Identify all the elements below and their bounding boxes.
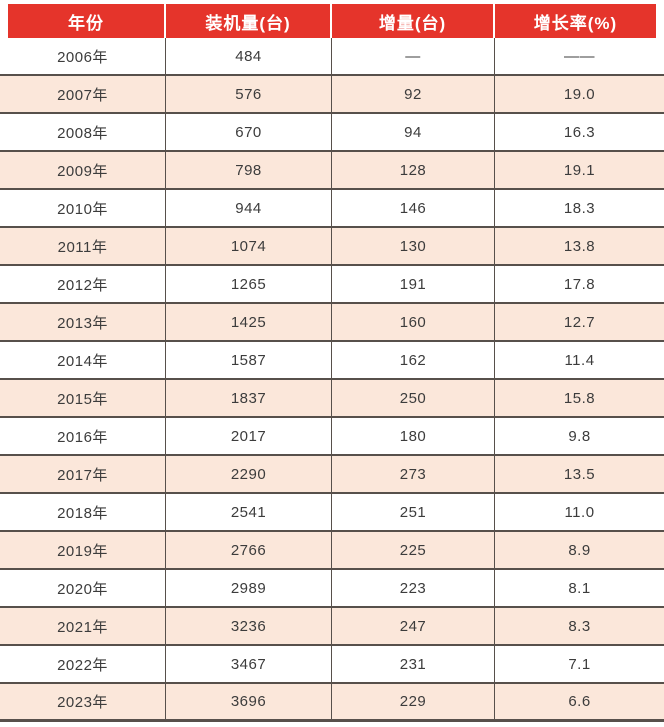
increment-cell: 229 <box>331 684 494 719</box>
growth-cell: 19.1 <box>494 152 664 188</box>
header-increment-units: 增量(台) <box>332 4 493 38</box>
growth-cell: 11.0 <box>494 494 664 530</box>
header-year: 年份 <box>8 4 164 38</box>
installed-cell: 3236 <box>165 608 331 644</box>
installed-cell: 2541 <box>165 494 331 530</box>
increment-cell: 180 <box>331 418 494 454</box>
table-row: 2006年 484 — —— <box>0 38 664 76</box>
table-row: 2008年 670 94 16.3 <box>0 114 664 152</box>
table-row: 2007年 576 92 19.0 <box>0 76 664 114</box>
growth-cell: 8.1 <box>494 570 664 606</box>
header-growth-rate: 增长率(%) <box>495 4 656 38</box>
year-cell: 2006年 <box>57 48 108 66</box>
growth-cell: 19.0 <box>494 76 664 112</box>
growth-cell: 11.4 <box>494 342 664 378</box>
year-cell: 2007年 <box>57 86 108 104</box>
increment-cell: 273 <box>331 456 494 492</box>
increment-cell: 250 <box>331 380 494 416</box>
table-header-row: 年份 装机量(台) 增量(台) 增长率(%) <box>8 4 656 38</box>
increment-cell: 191 <box>331 266 494 302</box>
table-row: 2022年 3467 231 7.1 <box>0 646 664 684</box>
increment-cell: 162 <box>331 342 494 378</box>
increment-cell: 130 <box>331 228 494 264</box>
increment-cell: — <box>331 38 494 74</box>
year-cell: 2011年 <box>57 238 108 256</box>
growth-cell: 18.3 <box>494 190 664 226</box>
table-body: 2006年 484 — —— 2007年 576 92 19.0 2008年 6… <box>0 38 664 722</box>
growth-cell: 13.8 <box>494 228 664 264</box>
increment-cell: 251 <box>331 494 494 530</box>
header-installed-units: 装机量(台) <box>166 4 330 38</box>
table-row: 2023年 3696 229 6.6 <box>0 684 664 722</box>
year-cell: 2020年 <box>57 580 108 598</box>
installed-cell: 1837 <box>165 380 331 416</box>
growth-cell: 7.1 <box>494 646 664 682</box>
year-cell: 2008年 <box>57 124 108 142</box>
increment-cell: 92 <box>331 76 494 112</box>
growth-cell: 13.5 <box>494 456 664 492</box>
table-row: 2020年 2989 223 8.1 <box>0 570 664 608</box>
installed-cell: 798 <box>165 152 331 188</box>
installed-cell: 1265 <box>165 266 331 302</box>
table-row: 2009年 798 128 19.1 <box>0 152 664 190</box>
year-cell: 2009年 <box>57 162 108 180</box>
growth-cell: 15.8 <box>494 380 664 416</box>
increment-cell: 128 <box>331 152 494 188</box>
table-row: 2012年 1265 191 17.8 <box>0 266 664 304</box>
installed-cell: 3467 <box>165 646 331 682</box>
year-cell: 2010年 <box>57 200 108 218</box>
growth-cell: 12.7 <box>494 304 664 340</box>
table-row: 2018年 2541 251 11.0 <box>0 494 664 532</box>
growth-cell: —— <box>494 38 664 74</box>
installed-cell: 670 <box>165 114 331 150</box>
year-cell: 2019年 <box>57 542 108 560</box>
year-cell: 2017年 <box>57 466 108 484</box>
table-row: 2021年 3236 247 8.3 <box>0 608 664 646</box>
installed-cell: 576 <box>165 76 331 112</box>
installed-cell: 2766 <box>165 532 331 568</box>
increment-cell: 146 <box>331 190 494 226</box>
table-row: 2011年 1074 130 13.8 <box>0 228 664 266</box>
year-cell: 2023年 <box>57 694 108 711</box>
increment-cell: 223 <box>331 570 494 606</box>
table-row: 2015年 1837 250 15.8 <box>0 380 664 418</box>
growth-cell: 9.8 <box>494 418 664 454</box>
installed-cell: 2989 <box>165 570 331 606</box>
installed-cell: 1587 <box>165 342 331 378</box>
year-cell: 2013年 <box>57 314 108 332</box>
growth-cell: 8.3 <box>494 608 664 644</box>
increment-cell: 247 <box>331 608 494 644</box>
year-cell: 2021年 <box>57 618 108 636</box>
installed-cell: 1425 <box>165 304 331 340</box>
year-cell: 2012年 <box>57 276 108 294</box>
growth-cell: 17.8 <box>494 266 664 302</box>
increment-cell: 160 <box>331 304 494 340</box>
year-cell: 2014年 <box>57 352 108 370</box>
installed-cell: 3696 <box>165 684 331 719</box>
growth-cell: 6.6 <box>494 684 664 719</box>
increment-cell: 231 <box>331 646 494 682</box>
table-row: 2013年 1425 160 12.7 <box>0 304 664 342</box>
table-row: 2010年 944 146 18.3 <box>0 190 664 228</box>
installed-cell: 2017 <box>165 418 331 454</box>
installed-cell: 484 <box>165 38 331 74</box>
growth-cell: 16.3 <box>494 114 664 150</box>
table-row: 2016年 2017 180 9.8 <box>0 418 664 456</box>
installed-cell: 2290 <box>165 456 331 492</box>
year-cell: 2015年 <box>57 390 108 408</box>
installed-cell: 1074 <box>165 228 331 264</box>
table-row: 2017年 2290 273 13.5 <box>0 456 664 494</box>
table-row: 2014年 1587 162 11.4 <box>0 342 664 380</box>
installed-cell: 944 <box>165 190 331 226</box>
growth-cell: 8.9 <box>494 532 664 568</box>
year-cell: 2018年 <box>57 504 108 522</box>
year-cell: 2016年 <box>57 428 108 446</box>
increment-cell: 225 <box>331 532 494 568</box>
increment-cell: 94 <box>331 114 494 150</box>
table-row: 2019年 2766 225 8.9 <box>0 532 664 570</box>
year-cell: 2022年 <box>57 656 108 674</box>
